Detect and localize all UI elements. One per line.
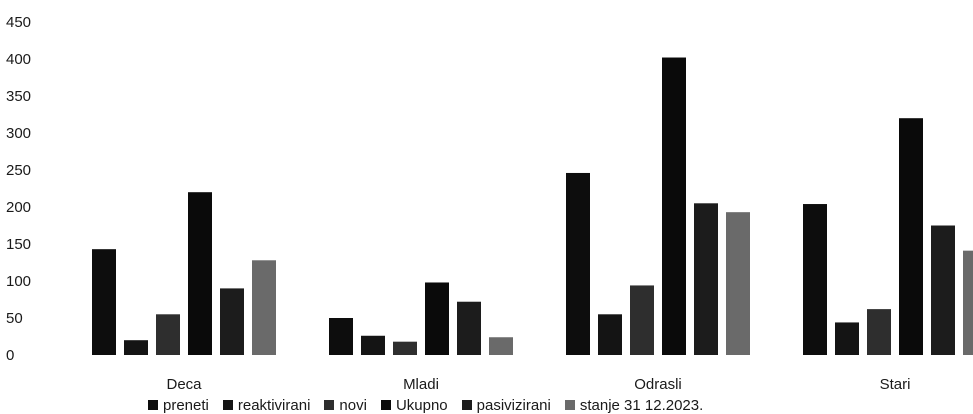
legend-swatch: [380, 400, 391, 410]
y-tick-label: 250: [6, 162, 31, 179]
y-tick-label: 450: [6, 14, 31, 31]
legend-item: reaktivirani: [222, 396, 311, 414]
y-axis-ticks: 0 50 100 150 200 250 300 350 400 450: [6, 14, 31, 364]
legend-label: reaktivirani: [237, 396, 311, 414]
legend-swatch: [324, 400, 335, 410]
bar-stanje-31-12-2023--stari: [963, 250, 973, 355]
legend-item: stanje 31 12.2023.: [564, 396, 704, 414]
legend-item: pasivizirani: [461, 396, 551, 414]
bars: [92, 57, 973, 356]
y-tick-label: 350: [6, 88, 31, 105]
bar-novi-mladi: [393, 341, 417, 355]
y-tick-label: 50: [6, 310, 23, 327]
category-label: Deca: [166, 376, 202, 393]
bar-stanje-31-12-2023--mladi: [489, 337, 513, 355]
bar-pasivizirani-odrasli: [694, 203, 718, 355]
bar-preneti-stari: [803, 204, 827, 355]
bar-novi-stari: [867, 309, 891, 355]
bar-stanje-31-12-2023--deca: [252, 260, 276, 355]
bar-novi-deca: [156, 314, 180, 355]
legend-item: novi: [324, 397, 367, 414]
y-tick-label: 0: [6, 347, 14, 364]
category-label: Odrasli: [634, 376, 682, 393]
legend-swatch: [148, 400, 158, 410]
legend-label: stanje 31 12.2023.: [579, 396, 704, 414]
legend-swatch: [222, 400, 233, 410]
legend-label: preneti: [163, 396, 209, 414]
y-tick-label: 300: [6, 125, 31, 142]
legend-label: pasivizirani: [476, 396, 551, 414]
y-tick-label: 400: [6, 51, 31, 68]
bar-preneti-mladi: [329, 318, 353, 355]
category-label: Mladi: [403, 376, 439, 393]
bar-ukupno-mladi: [425, 282, 449, 355]
bar-stanje-31-12-2023--odrasli: [726, 212, 750, 355]
bar-reaktivirani-mladi: [361, 335, 385, 355]
bar-pasivizirani-mladi: [457, 301, 481, 355]
bar-ukupno-stari: [899, 118, 923, 355]
y-tick-label: 100: [6, 273, 31, 290]
bar-reaktivirani-odrasli: [598, 314, 622, 355]
legend-label: Ukupno: [395, 396, 448, 414]
bar-ukupno-deca: [188, 192, 212, 355]
bar-preneti-deca: [92, 249, 116, 355]
bar-ukupno-odrasli: [662, 57, 686, 356]
legend-swatch: [461, 400, 472, 410]
legend-item: preneti: [148, 397, 209, 414]
legend: preneti reaktivirani novi Ukupno pasiviziran…: [148, 396, 703, 414]
category-labels: Deca Mladi Odrasli Stari: [166, 376, 910, 393]
bar-novi-odrasli: [630, 285, 654, 355]
y-tick-label: 150: [6, 236, 31, 253]
legend-item: Ukupno: [380, 396, 448, 414]
legend-label: novi: [339, 396, 367, 414]
y-tick-label: 200: [6, 199, 31, 216]
bar-preneti-odrasli: [566, 172, 590, 355]
legend-swatch: [564, 400, 575, 410]
bar-reaktivirani-deca: [124, 340, 148, 355]
category-label: Stari: [880, 376, 911, 393]
bar-pasivizirani-stari: [931, 225, 955, 355]
bar-pasivizirani-deca: [220, 288, 244, 355]
bar-reaktivirani-stari: [835, 322, 859, 355]
